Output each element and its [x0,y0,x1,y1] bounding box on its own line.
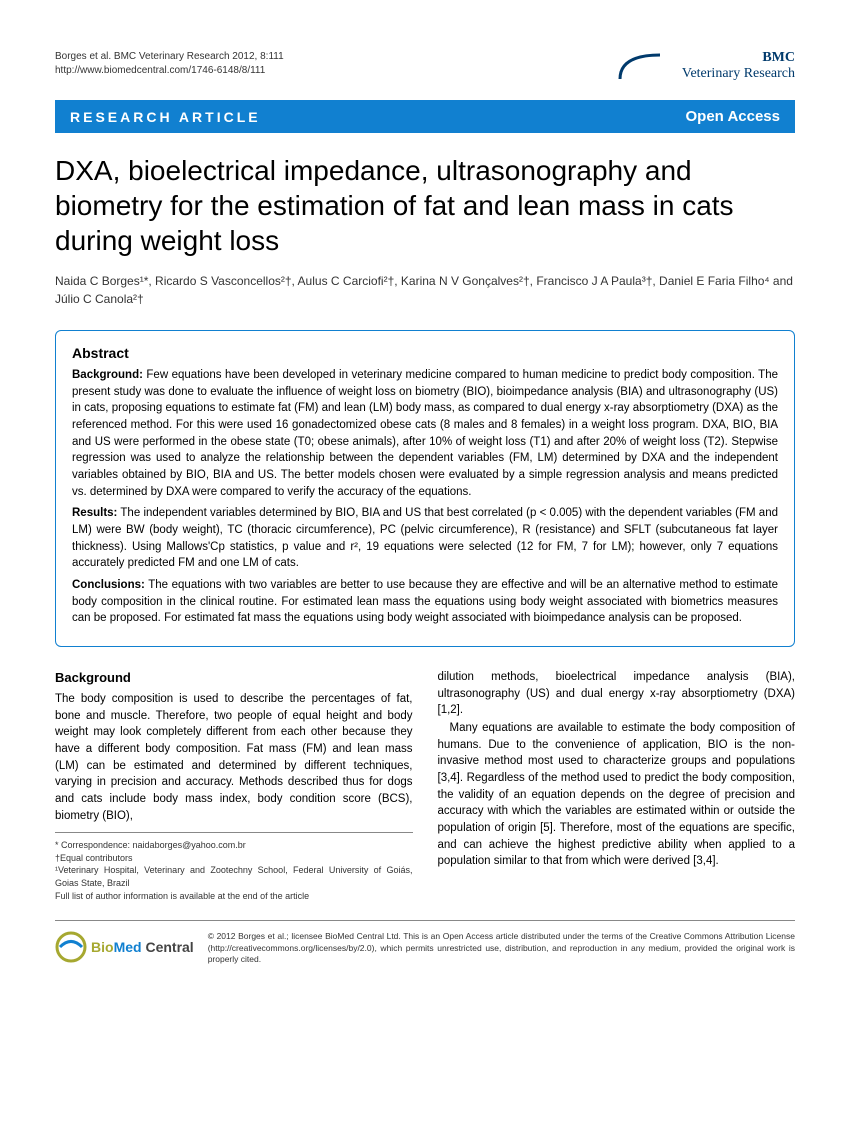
biomed-central-logo: BioMed Central [55,931,194,963]
bmc-arc-icon [618,51,678,81]
equal-contributors-line: †Equal contributors [55,852,413,865]
abstract-results-label: Results: [72,507,117,519]
abstract-conclusions-text: The equations with two variables are bet… [72,579,778,624]
body-columns: Background The body composition is used … [55,669,795,902]
body-paragraph: The body composition is used to describe… [55,691,413,824]
article-type-label: RESEARCH ARTICLE [70,109,261,125]
abstract-results: Results: The independent variables deter… [72,505,778,572]
citation-text: Borges et al. BMC Veterinary Research 20… [55,50,284,64]
author-list: Naida C Borges¹*, Ricardo S Vasconcellos… [55,272,795,308]
biomed-med: Med [114,939,142,955]
bmc-logo: BMC Veterinary Research [618,50,795,82]
journal-logo-block: BMC Veterinary Research [618,50,795,82]
abstract-conclusions: Conclusions: The equations with two vari… [72,577,778,627]
abstract-conclusions-label: Conclusions: [72,579,145,591]
journal-name: Veterinary Research [682,66,795,81]
license-footer: BioMed Central © 2012 Borges et al.; lic… [55,920,795,965]
bmc-logo-text: BMC [762,50,795,65]
body-paragraph: Many equations are available to estimate… [438,720,796,870]
correspondence-block: * Correspondence: naidaborges@yahoo.com.… [55,839,413,902]
correspondence-line: * Correspondence: naidaborges@yahoo.com.… [55,839,413,852]
biomed-bio: Bio [91,939,114,955]
license-text: © 2012 Borges et al.; licensee BioMed Ce… [208,931,795,965]
article-title: DXA, bioelectrical impedance, ultrasonog… [55,153,795,258]
abstract-results-text: The independent variables determined by … [72,507,778,569]
footer-divider [55,832,413,833]
page-header: Borges et al. BMC Veterinary Research 20… [55,50,795,82]
biomed-text: BioMed Central [91,939,194,955]
column-right: dilution methods, bioelectrical impedanc… [438,669,796,902]
affiliation-line: ¹Veterinary Hospital, Veterinary and Zoo… [55,864,413,889]
background-heading: Background [55,669,413,688]
column-left: Background The body composition is used … [55,669,413,902]
citation-block: Borges et al. BMC Veterinary Research 20… [55,50,284,78]
abstract-heading: Abstract [72,345,778,361]
open-access-label: Open Access [686,108,781,125]
biomed-central: Central [142,939,194,955]
article-type-banner: RESEARCH ARTICLE Open Access [55,100,795,133]
abstract-box: Abstract Background: Few equations have … [55,330,795,647]
abstract-background-text: Few equations have been developed in vet… [72,369,778,498]
full-list-line: Full list of author information is avail… [55,890,413,903]
biomed-circle-icon [55,931,87,963]
body-paragraph: dilution methods, bioelectrical impedanc… [438,669,796,719]
abstract-background-label: Background: [72,369,143,381]
citation-url: http://www.biomedcentral.com/1746-6148/8… [55,64,284,78]
abstract-background: Background: Few equations have been deve… [72,367,778,500]
